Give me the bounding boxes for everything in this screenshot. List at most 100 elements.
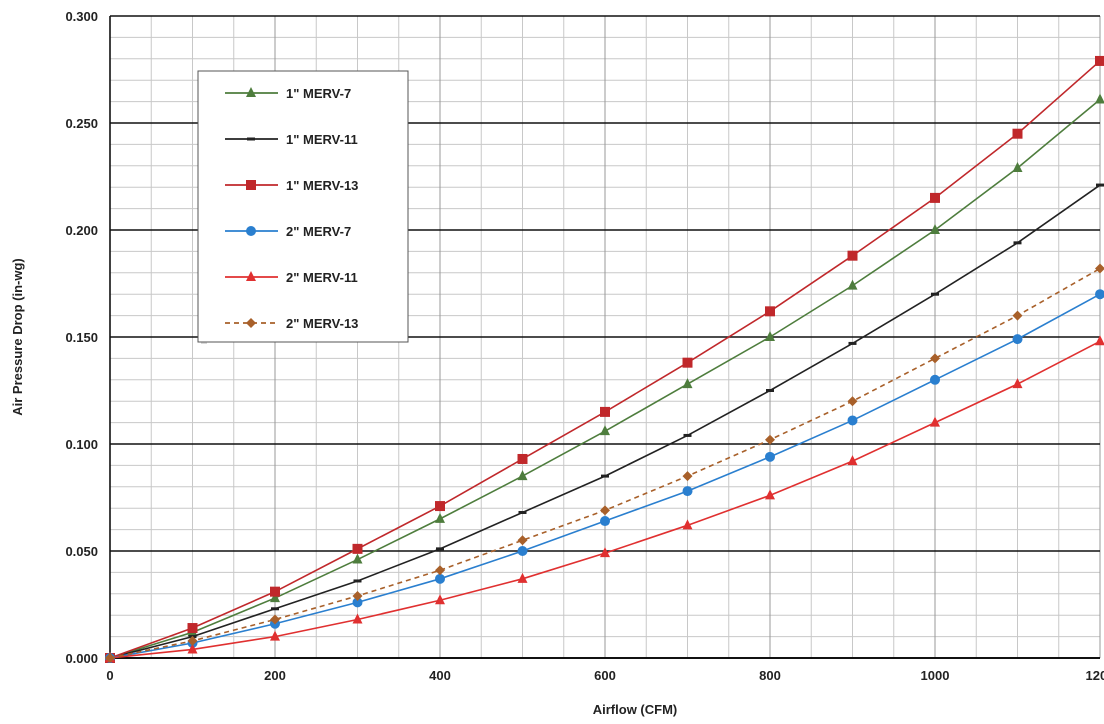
legend-label: 1" MERV-13	[286, 178, 358, 193]
data-point	[270, 630, 280, 641]
legend-label: 2" MERV-7	[286, 224, 351, 239]
data-point	[352, 597, 363, 608]
data-point	[187, 623, 198, 634]
data-point	[1096, 183, 1104, 187]
data-point	[682, 519, 693, 530]
data-point	[1012, 161, 1023, 172]
data-point	[930, 353, 940, 364]
data-point	[436, 547, 444, 551]
x-tick-label: 0	[106, 668, 113, 683]
y-axis-title: Air Pressure Drop (in-wg)	[10, 258, 25, 415]
legend-item: 1" MERV-11	[225, 132, 358, 147]
legend-item: 2" MERV-7	[225, 224, 351, 239]
data-point	[682, 357, 693, 368]
data-point	[1012, 378, 1023, 389]
data-point	[352, 553, 363, 564]
legend-item: 2" MERV-13	[225, 316, 358, 331]
data-point	[352, 590, 363, 601]
data-point	[1013, 241, 1022, 245]
series-5	[105, 335, 1104, 662]
data-point	[518, 510, 527, 514]
data-point	[848, 341, 857, 345]
data-point	[352, 543, 363, 554]
data-point	[1012, 310, 1023, 321]
data-point	[1095, 263, 1104, 274]
data-point	[765, 489, 775, 500]
legend-box	[197, 70, 409, 343]
data-point	[765, 451, 775, 462]
data-point	[847, 396, 858, 407]
data-point	[517, 535, 528, 546]
y-tick-label: 0.200	[65, 223, 98, 238]
data-point	[765, 434, 775, 445]
data-point	[600, 425, 610, 436]
data-point	[847, 250, 858, 261]
data-point	[847, 455, 858, 466]
y-tick-labels: 0.000 0.050 0.100 0.150 0.200 0.250 0.300	[65, 9, 98, 666]
legend-marker	[246, 87, 256, 97]
data-point	[352, 613, 363, 624]
legend-marker	[246, 226, 256, 236]
y-tick-label: 0.100	[65, 437, 98, 452]
data-point	[600, 406, 610, 417]
legend-label: 2" MERV-11	[286, 270, 358, 285]
data-point	[930, 192, 940, 203]
legend-item: 2" MERV-11	[225, 270, 358, 285]
legend-marker	[246, 180, 256, 190]
data-point	[847, 279, 858, 290]
data-point	[435, 594, 445, 605]
data-point	[1012, 334, 1023, 345]
data-point	[682, 471, 693, 482]
data-point	[1012, 128, 1023, 139]
data-point	[1095, 55, 1104, 66]
data-point	[601, 474, 609, 478]
data-point	[847, 415, 858, 426]
data-point	[931, 292, 939, 296]
legend-marker	[246, 271, 256, 281]
data-point	[765, 306, 775, 317]
data-point	[517, 470, 528, 481]
legend-item: 1" MERV-13	[225, 178, 358, 193]
series-3	[105, 55, 1104, 663]
data-point	[600, 547, 610, 558]
legend-label: 2" MERV-13	[286, 316, 358, 331]
data-point	[105, 653, 115, 663]
series-layer	[105, 55, 1104, 663]
data-point	[1095, 93, 1104, 104]
data-point	[270, 614, 280, 625]
x-tick-label: 200	[264, 668, 286, 683]
y-tick-label: 0.250	[65, 116, 98, 131]
y-tick-label: 0.000	[65, 651, 98, 666]
data-point	[766, 389, 774, 392]
legend-item: 1" MERV-7	[225, 86, 351, 101]
data-point	[270, 586, 280, 597]
data-point	[517, 572, 528, 583]
data-point	[682, 378, 693, 389]
y-tick-label: 0.050	[65, 544, 98, 559]
data-point	[435, 512, 445, 523]
data-point	[1095, 335, 1104, 346]
y-tick-label: 0.150	[65, 330, 98, 345]
y-tick-label: 0.300	[65, 9, 98, 24]
x-axis-title: Airflow (CFM)	[593, 702, 677, 717]
legend: 1" MERV-7 1" MERV-11 1" MERV-13 2" MERV-7 2"…	[197, 70, 409, 344]
data-point	[271, 607, 279, 611]
legend-marker	[247, 137, 255, 141]
series-6	[105, 263, 1104, 663]
x-tick-label: 400	[429, 668, 451, 683]
data-point	[517, 546, 528, 556]
x-tick-label: 600	[594, 668, 616, 683]
data-point	[435, 501, 445, 512]
data-point	[517, 453, 528, 464]
data-point	[270, 592, 280, 603]
data-point	[930, 374, 940, 385]
x-tick-label: 1000	[921, 668, 950, 683]
data-point	[353, 579, 362, 583]
data-point	[765, 331, 775, 341]
axes	[109, 16, 1100, 659]
data-point	[682, 486, 693, 497]
data-point	[930, 224, 940, 234]
